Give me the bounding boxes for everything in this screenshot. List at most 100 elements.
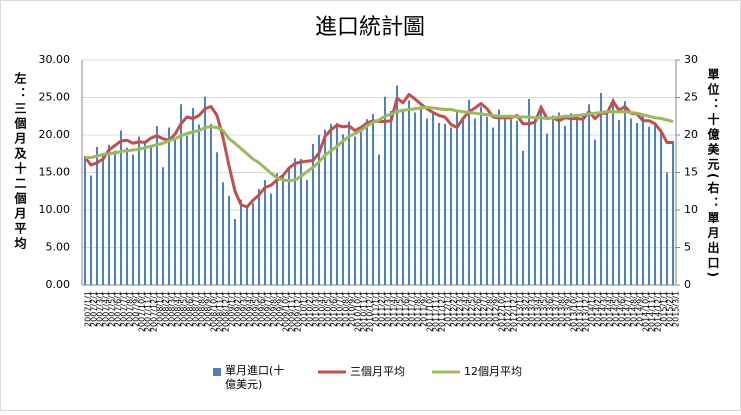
bar [498,109,500,285]
bar [168,127,170,285]
x-tick-label: 2013/1/1 [516,291,525,327]
x-tick-label: 2008/5/1 [180,291,189,327]
x-tick-label: 2012/5/1 [468,291,477,327]
x-tick-label: 2014/9/1 [636,291,645,327]
y2-tick-label: 30 [684,53,698,66]
bar [348,121,350,285]
chart-title: 進口統計圖 [315,15,425,40]
bar [360,127,362,285]
x-tick-label: 2008/9/1 [204,291,213,327]
x-tick-label: 2013/9/1 [564,291,573,327]
bar [636,123,638,285]
bar [624,101,626,285]
bar [618,120,620,285]
bar [342,134,344,285]
x-tick-label: 2008/12/1 [222,291,231,332]
line [85,105,674,183]
x-tick-label: 2007/9/1 [132,291,141,327]
bar [108,144,110,285]
bar [126,147,128,285]
x-tick-label: 2008/1/1 [156,291,165,327]
x-tick-label: 2008/10/1 [210,291,219,332]
x-tick-label: 2012/12/1 [510,291,519,332]
bar [156,126,158,285]
bar [222,182,224,285]
x-tick-label: 2007/4/1 [102,291,111,327]
x-tick-label: 2012/10/1 [498,291,507,332]
bar [504,116,506,285]
x-tick-label: 2007/12/1 [150,291,159,332]
x-tick-label: 2008/8/1 [198,291,207,327]
x-tick-label: 2014/12/1 [654,291,663,332]
x-tick-label: 2011/6/1 [402,291,411,327]
x-tick-label: 2009/3/1 [240,291,249,327]
bar [432,111,434,285]
x-tick-label: 2007/7/1 [120,291,129,327]
x-tick-label: 2010/1/1 [300,291,309,327]
bar [420,108,422,285]
bar [180,104,182,285]
y2-tick-label: 15 [684,166,698,179]
bar [564,126,566,285]
y-tick-label: 10.00 [39,203,71,216]
bar [336,123,338,285]
x-tick-label: 2009/4/1 [246,291,255,327]
x-tick-label: 2013/12/1 [582,291,591,332]
bar [606,111,608,285]
x-tick-label: 2011/11/1 [432,291,441,332]
x-tick-label: 2009/10/1 [282,291,291,332]
x-tick-label: 2013/2/1 [522,291,531,327]
bar [258,189,260,285]
x-tick-label: 2014/6/1 [618,291,627,327]
x-tick-label: 2007/3/1 [96,291,105,327]
bar [300,159,302,285]
legend-label: 12個月平均 [464,365,522,378]
x-tick-label: 2011/8/1 [414,291,423,327]
bar [672,141,674,285]
x-tick-label: 2013/3/1 [528,291,537,327]
x-tick-label: 2014/7/1 [624,291,633,327]
x-tick-label: 2013/4/1 [534,291,543,327]
x-tick-label: 2007/1/1 [84,291,93,327]
bar [174,138,176,285]
bar [522,150,524,285]
bar [384,96,386,285]
bar [558,112,560,285]
x-tick-label: 2015/1/1 [660,291,669,327]
bar [354,136,356,285]
x-tick-label: 2011/10/1 [426,291,435,332]
bar [660,132,662,285]
legend-swatch [213,368,221,376]
bar [396,85,398,285]
x-tick-label: 2010/2/1 [306,291,315,327]
bar [414,112,416,285]
x-tick-label: 2011/12/1 [438,291,447,332]
x-tick-label: 2010/8/1 [342,291,351,327]
x-tick-label: 2008/11/1 [216,291,225,332]
bar [246,206,248,285]
x-tick-label: 2013/6/1 [546,291,555,327]
bar [270,193,272,285]
x-tick-label: 2009/12/1 [294,291,303,332]
bar [240,199,242,285]
bar [630,118,632,285]
x-tick-label: 2009/2/1 [234,291,243,327]
bar [546,133,548,285]
x-tick-label: 2008/6/1 [186,291,195,327]
x-tick-label: 2010/7/1 [336,291,345,327]
x-tick-label: 2009/8/1 [270,291,279,327]
x-tick-label: 2012/11/1 [504,291,513,332]
bar [234,219,236,285]
x-tick-label: 2015/2/1 [666,291,675,327]
bar [264,180,266,285]
bar [438,123,440,285]
bar [510,119,512,285]
x-tick-label: 2012/6/1 [474,291,483,327]
bar [612,98,614,285]
bar [120,130,122,285]
bar [318,135,320,285]
bar [444,123,446,285]
x-tick-label: 2012/3/1 [456,291,465,327]
bar [96,147,98,285]
x-tick-label: 2012/2/1 [450,291,459,327]
